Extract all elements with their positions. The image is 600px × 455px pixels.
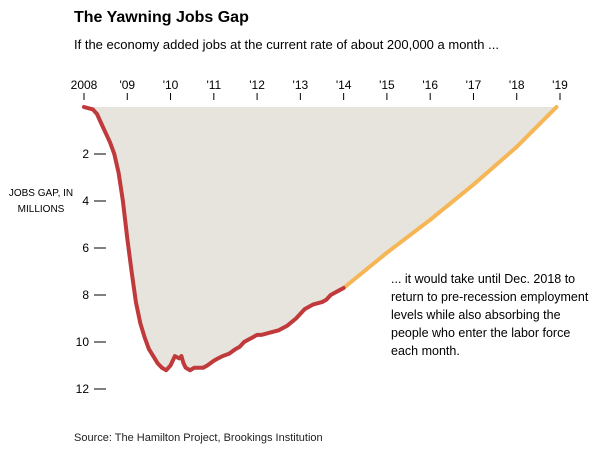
y-axis-label: JOBS GAP, IN MILLIONS [8, 188, 74, 215]
x-tick-label: '16 [422, 78, 438, 92]
x-tick-label: '18 [509, 78, 525, 92]
x-tick-label: '11 [206, 78, 221, 92]
x-tick-label: '10 [163, 78, 179, 92]
x-tick-label: '17 [466, 78, 482, 92]
chart-title: The Yawning Jobs Gap [74, 9, 249, 26]
x-tick-label: '09 [119, 78, 135, 92]
y-axis: 2 4 6 8 10 12 [76, 147, 106, 396]
x-tick-label: 2008 [71, 78, 98, 92]
y-tick-label: 10 [76, 335, 90, 349]
chart-subtitle: If the economy added jobs at the current… [74, 37, 499, 52]
y-tick-label: 8 [82, 288, 89, 302]
actual-series-line [82, 105, 346, 373]
x-tick-label: '15 [379, 78, 395, 92]
chart-annotation: ... it would take until Dec. 2018 to ret… [391, 272, 589, 358]
source-note: Source: The Hamilton Project, Brookings … [74, 432, 323, 444]
y-tick-label: 2 [82, 147, 89, 161]
x-tick-label: '19 [552, 78, 568, 92]
x-tick-label: '13 [293, 78, 309, 92]
y-tick-label: 12 [76, 382, 90, 396]
x-axis: 2008 '09 '10 '11 '12 '13 '14 '15 '16 '17 '18 '19 [71, 78, 568, 100]
x-tick-label: '12 [249, 78, 265, 92]
jobs-gap-area [84, 107, 557, 371]
x-tick-label: '14 [336, 78, 352, 92]
y-tick-label: 4 [82, 194, 89, 208]
y-tick-label: 6 [82, 241, 89, 255]
projected-series-line [341, 105, 559, 290]
